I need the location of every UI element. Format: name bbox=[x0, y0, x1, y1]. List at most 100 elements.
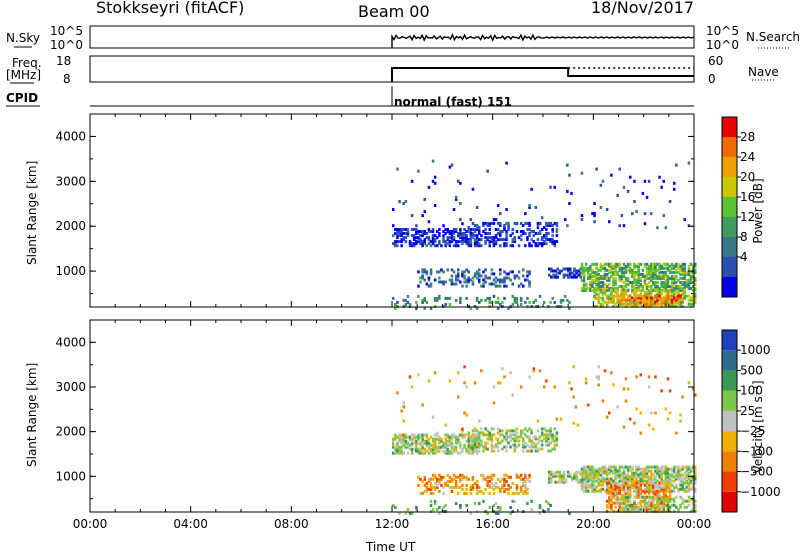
power-cell bbox=[652, 270, 655, 274]
power-cell bbox=[413, 234, 416, 238]
velocity-cell bbox=[681, 501, 684, 505]
velocity-cell bbox=[492, 427, 496, 431]
velocity-cell bbox=[569, 472, 572, 476]
velocity-cell bbox=[440, 445, 443, 449]
velocity-cell bbox=[427, 443, 431, 447]
velocity-cell bbox=[652, 477, 655, 481]
power-cell bbox=[673, 266, 676, 270]
power-cell bbox=[677, 292, 680, 296]
velocity-cell bbox=[587, 473, 590, 477]
velocity-cell bbox=[419, 451, 422, 455]
velocity-cell bbox=[467, 477, 470, 481]
power-cell bbox=[660, 266, 663, 270]
power-cell bbox=[457, 244, 460, 248]
velocity-cell bbox=[438, 435, 441, 439]
power-cell bbox=[660, 300, 663, 304]
velocity-cell bbox=[471, 435, 475, 439]
velocity-cell bbox=[551, 439, 554, 443]
freq-tick-top: 18 bbox=[56, 54, 72, 68]
velocity-cell bbox=[467, 433, 470, 437]
power-cell bbox=[398, 200, 401, 203]
velocity-cell bbox=[610, 503, 613, 507]
velocity-cell bbox=[658, 501, 661, 505]
power-cell bbox=[469, 240, 473, 244]
velocity-colorbar-segment bbox=[722, 350, 737, 371]
power-cell bbox=[664, 272, 668, 276]
velocity-cell bbox=[664, 475, 668, 479]
velocity-cell bbox=[540, 439, 544, 443]
velocity-cell bbox=[475, 429, 479, 433]
velocity-cell bbox=[637, 493, 640, 497]
power-cell bbox=[624, 266, 628, 270]
velocity-cell bbox=[666, 507, 670, 511]
velocity-cell bbox=[582, 485, 586, 489]
power-cell bbox=[599, 285, 603, 288]
velocity-cell bbox=[658, 481, 661, 485]
power-cell bbox=[554, 275, 557, 279]
velocity-cell bbox=[645, 481, 649, 485]
power-cell bbox=[677, 302, 680, 306]
velocity-cell bbox=[664, 493, 668, 497]
power-cell bbox=[423, 296, 426, 300]
velocity-cell bbox=[681, 485, 684, 489]
power-cell bbox=[450, 274, 454, 278]
velocity-cell bbox=[620, 505, 624, 509]
velocity-cell bbox=[658, 497, 661, 501]
velocity-cell bbox=[465, 413, 468, 417]
power-colorbar-label: 8 bbox=[740, 230, 748, 244]
velocity-cell bbox=[614, 487, 617, 491]
velocity-cell bbox=[635, 477, 638, 481]
velocity-cell bbox=[639, 431, 642, 435]
velocity-cell bbox=[448, 449, 452, 453]
velocity-cell bbox=[683, 481, 686, 485]
velocity-cell bbox=[574, 405, 577, 409]
velocity-cell bbox=[423, 477, 426, 481]
power-cell bbox=[555, 221, 559, 225]
power-cell bbox=[421, 230, 424, 233]
velocity-cell bbox=[597, 473, 600, 477]
power-cell bbox=[467, 242, 470, 246]
power-cell bbox=[593, 287, 596, 290]
power-cell bbox=[454, 197, 458, 201]
velocity-cell bbox=[433, 441, 437, 445]
velocity-cell bbox=[643, 501, 647, 505]
power-cell bbox=[524, 278, 527, 282]
velocity-cell bbox=[461, 475, 464, 479]
velocity-cell bbox=[475, 485, 479, 489]
power-cell bbox=[402, 232, 405, 235]
velocity-colorbar-label: −500 bbox=[740, 465, 773, 479]
power-cell bbox=[473, 240, 477, 244]
power-cell bbox=[635, 298, 638, 302]
power-cell bbox=[507, 221, 510, 225]
power-cell bbox=[612, 287, 615, 290]
velocity-cell bbox=[550, 480, 553, 484]
velocity-cell bbox=[396, 451, 399, 455]
power-cell bbox=[660, 290, 663, 294]
power-cell bbox=[532, 300, 535, 304]
power-cell bbox=[454, 230, 458, 233]
power-cell bbox=[666, 289, 670, 292]
velocity-cell bbox=[629, 499, 632, 503]
freq-label: Freq. bbox=[12, 56, 42, 70]
power-cell bbox=[450, 230, 454, 233]
velocity-cell bbox=[637, 485, 640, 489]
power-cell bbox=[681, 296, 684, 300]
power-cell bbox=[631, 288, 634, 292]
velocity-cell bbox=[392, 445, 395, 449]
power-cell bbox=[511, 270, 514, 274]
velocity-cell bbox=[622, 489, 626, 493]
power-cell bbox=[433, 204, 437, 207]
power-cell bbox=[419, 242, 422, 246]
velocity-cell bbox=[415, 439, 418, 443]
power-cell bbox=[396, 240, 399, 244]
velocity-cell bbox=[532, 435, 535, 439]
velocity-cell bbox=[433, 487, 437, 491]
power-cell bbox=[647, 264, 651, 268]
power-cell bbox=[511, 244, 514, 248]
power-cell bbox=[620, 287, 624, 290]
velocity-cell bbox=[691, 475, 695, 479]
velocity-cell bbox=[612, 465, 615, 469]
velocity-cell bbox=[652, 427, 655, 431]
power-cell bbox=[492, 221, 496, 225]
velocity-cell bbox=[492, 483, 496, 487]
